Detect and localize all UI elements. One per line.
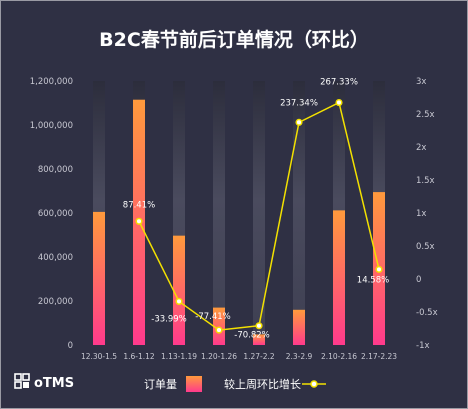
otms-logo-icon: [14, 373, 30, 389]
bar-track: [253, 81, 265, 345]
bar: [93, 211, 105, 345]
y-right-tick-label: 3x: [416, 77, 426, 87]
y-right-tick-label: 0: [416, 275, 421, 285]
x-tick-label: 2.10-2.16: [321, 352, 357, 361]
growth-point: [135, 217, 143, 225]
growth-data-label: 267.33%: [320, 78, 358, 88]
y-right-tick-label: 1x: [416, 209, 426, 219]
logo-text: oTMS: [34, 376, 74, 391]
growth-point: [255, 322, 263, 330]
y-right-tick-label: 2.5x: [416, 110, 435, 120]
growth-data-label: 237.34%: [280, 98, 318, 108]
bar: [253, 334, 265, 345]
bar-track: [213, 81, 225, 345]
bar: [333, 210, 345, 345]
y-left-tick-label: 800,000: [38, 165, 73, 175]
y-axis-left: 0 200,000 400,000 600,000 800,000 1,000,000 1,…: [30, 77, 73, 351]
x-tick-label: 1.13-1.19: [161, 352, 197, 361]
x-axis: 12.30-1.5 1.6-1.12 1.13-1.19 1.20-1.26 1.27-…: [81, 352, 397, 361]
growth-data-label: 87.41%: [123, 200, 155, 210]
bar-track: [293, 81, 305, 345]
growth-point: [175, 297, 183, 305]
y-right-tick-label: 1.5x: [416, 176, 435, 186]
legend-line-label: 较上周环比增长: [224, 377, 301, 391]
y-left-tick-label: 200,000: [38, 297, 73, 307]
growth-data-label: -77.41%: [195, 312, 230, 322]
legend-line-marker: [310, 380, 318, 388]
x-tick-label: 2.3-2.9: [286, 352, 313, 361]
x-tick-label: 1.6-1.12: [123, 352, 155, 361]
bars: [93, 99, 385, 345]
y-right-tick-label: -1x: [416, 341, 430, 351]
bar: [213, 307, 225, 345]
bar: [173, 235, 185, 345]
growth-point: [335, 99, 343, 107]
x-tick-label: 1.27-2.2: [243, 352, 275, 361]
legend: 订单量 较上周环比增长: [144, 376, 326, 392]
growth-point: [295, 118, 303, 126]
growth-line-layer: 87.41% -33.99% -77.41% -70.82% 237.34%267.33…: [123, 78, 389, 341]
x-tick-label: 12.30-1.5: [81, 352, 117, 361]
legend-bar-swatch: [186, 376, 202, 392]
x-tick-label: 1.20-1.26: [201, 352, 237, 361]
x-tick-label: 2.17-2.23: [361, 352, 397, 361]
y-left-tick-label: 600,000: [38, 209, 73, 219]
y-axis-right: -1x -0.5x 0 0.5x 1x 1.5x 2x 2.5x 3x: [416, 77, 438, 351]
bar: [293, 309, 305, 345]
y-left-tick-label: 1,200,000: [30, 77, 73, 87]
y-right-tick-label: 2x: [416, 143, 426, 153]
chart-title: B2C春节前后订单情况（环比）: [99, 28, 369, 51]
legend-bar-label: 订单量: [144, 378, 177, 391]
y-left-tick-label: 400,000: [38, 253, 73, 263]
growth-point: [215, 326, 223, 334]
y-left-tick-label: 0: [68, 341, 73, 351]
growth-point: [375, 265, 383, 273]
y-right-tick-label: 0.5x: [416, 242, 435, 252]
growth-data-label: 14.58%: [357, 275, 389, 285]
y-right-tick-label: -0.5x: [416, 308, 438, 318]
y-left-tick-label: 1,000,000: [30, 121, 73, 131]
growth-data-label: -33.99%: [151, 314, 186, 324]
growth-data-label: -70.82%: [234, 331, 269, 341]
